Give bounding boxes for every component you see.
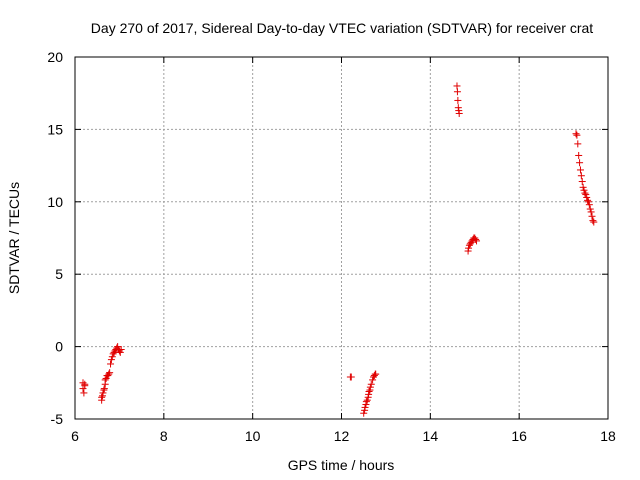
data-point [98, 393, 106, 401]
data-point [104, 372, 112, 380]
data-point [580, 186, 588, 194]
data-point [367, 380, 375, 388]
axis-ticks: 6 8 10 12 14 16 18 -5 0 5 10 15 20 [47, 49, 616, 444]
data-point [585, 201, 593, 209]
y-tick-label: 10 [47, 194, 63, 210]
data-point [590, 218, 598, 226]
data-point [81, 380, 89, 388]
grid [75, 57, 608, 419]
data-point [576, 159, 584, 167]
data-point [100, 385, 108, 393]
data-point [105, 370, 113, 378]
data-point [80, 389, 88, 397]
data-point [466, 240, 474, 248]
x-axis-label: GPS time / hours [288, 457, 395, 473]
data-point [347, 373, 355, 381]
data-point [102, 374, 110, 382]
data-point [101, 376, 109, 384]
data-point [115, 347, 123, 355]
data-point [360, 409, 368, 417]
data-point [465, 244, 473, 252]
data-point [366, 383, 374, 391]
data-point [465, 241, 473, 249]
data-point [582, 191, 590, 199]
data-point [584, 198, 592, 206]
x-tick-label: 8 [160, 428, 168, 444]
data-point [472, 235, 480, 243]
data-point [455, 109, 463, 117]
data-point [79, 385, 87, 393]
data-point [579, 183, 587, 191]
data-point [116, 348, 124, 356]
chart-title: Day 270 of 2017, Sidereal Day-to-day VTE… [91, 20, 593, 36]
x-tick-label: 18 [600, 428, 616, 444]
data-point [372, 370, 380, 378]
y-tick-label: 0 [55, 339, 63, 355]
data-point [110, 348, 118, 356]
data-point [583, 193, 591, 201]
data-point [363, 396, 371, 404]
data-point [578, 178, 586, 186]
data-point [575, 151, 583, 159]
data-point [453, 88, 461, 96]
data-point [108, 353, 116, 361]
data-point [365, 387, 373, 395]
data-point [572, 130, 580, 138]
data-point [473, 237, 481, 245]
x-tick-label: 6 [71, 428, 79, 444]
data-point [573, 131, 581, 139]
y-tick-label: 5 [55, 266, 63, 282]
data-point [471, 234, 479, 242]
data-point [361, 403, 369, 411]
x-tick-label: 14 [423, 428, 439, 444]
data-point [574, 140, 582, 148]
data-point [576, 166, 584, 174]
x-tick-label: 10 [245, 428, 261, 444]
data-point [370, 372, 378, 380]
data-point [588, 212, 596, 220]
data-point [577, 172, 585, 180]
data-point [369, 376, 377, 384]
y-tick-label: 20 [47, 49, 63, 65]
data-point [581, 189, 589, 197]
data-point [107, 356, 115, 364]
data-point [109, 350, 117, 358]
data-point [467, 238, 475, 246]
x-tick-label: 12 [334, 428, 350, 444]
data-point [99, 389, 107, 397]
data-point [454, 96, 462, 104]
data-point [117, 345, 125, 353]
data-point [106, 369, 114, 377]
data-point [587, 208, 595, 216]
data-points [79, 82, 598, 417]
y-tick-label: 15 [47, 121, 63, 137]
x-tick-label: 16 [511, 428, 527, 444]
data-point [362, 398, 370, 406]
y-axis-label: SDTVAR / TECUs [6, 182, 22, 294]
data-point [586, 205, 594, 213]
y-tick-label: -5 [51, 411, 64, 427]
data-point [589, 217, 597, 225]
data-point [107, 360, 115, 368]
data-point [584, 196, 592, 204]
data-point [114, 343, 122, 351]
